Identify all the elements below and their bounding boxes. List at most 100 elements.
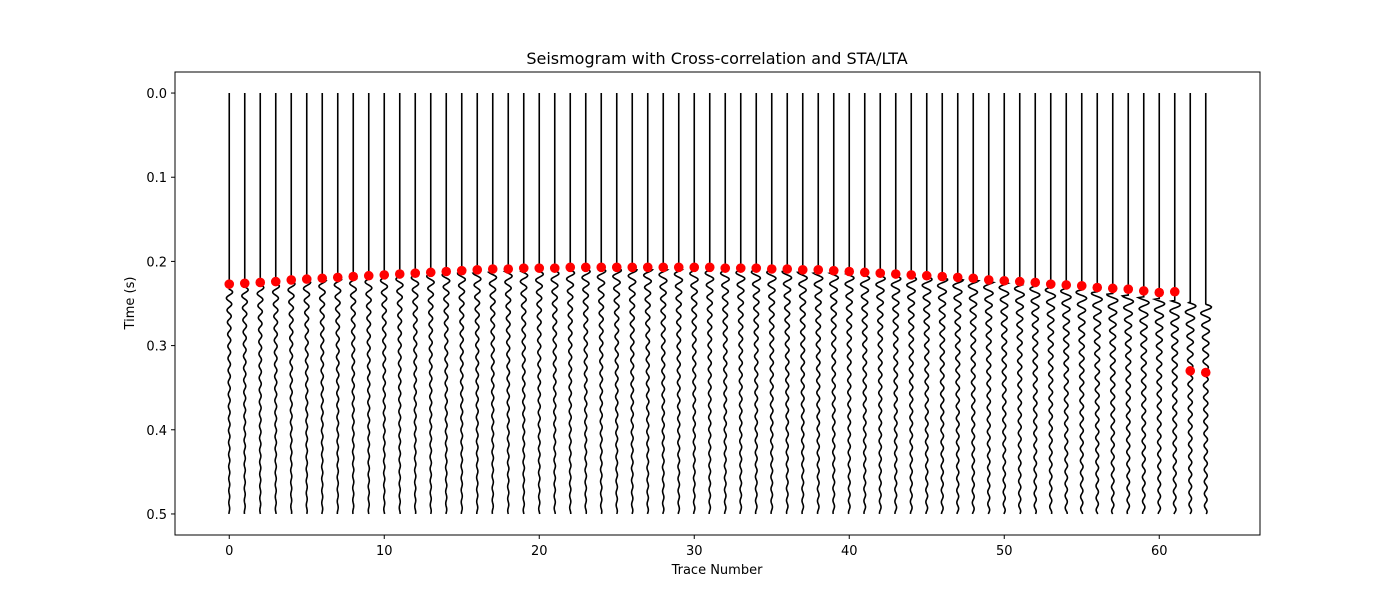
- pick-marker-39: [828, 265, 839, 276]
- pick-marker-10: [379, 270, 390, 280]
- trace-19: [519, 93, 529, 515]
- trace-61: [1168, 93, 1182, 515]
- x-tick-label: 30: [686, 544, 703, 559]
- pick-marker-21: [549, 263, 560, 273]
- y-tick-label: 0.5: [146, 508, 167, 523]
- pick-marker-22: [565, 262, 576, 273]
- trace-3: [271, 93, 281, 515]
- x-tick-label: 20: [531, 544, 548, 559]
- trace-26: [627, 93, 639, 515]
- y-tick-label: 0.1: [146, 171, 167, 186]
- pick-marker-41: [859, 267, 870, 278]
- pick-marker-36: [782, 264, 793, 274]
- pick-marker-47: [952, 272, 963, 283]
- x-tick-label: 0: [225, 544, 233, 559]
- pick-marker-57: [1107, 283, 1118, 294]
- trace-22: [565, 93, 576, 514]
- pick-marker-60: [1154, 287, 1165, 298]
- pick-marker-49: [983, 275, 994, 285]
- trace-group: [225, 93, 1213, 515]
- pick-marker-3: [270, 276, 281, 287]
- trace-33: [735, 93, 746, 514]
- trace-44: [905, 93, 918, 514]
- pick-marker-44: [906, 270, 917, 280]
- pick-marker-38: [813, 265, 824, 275]
- pick-marker-19: [518, 263, 529, 273]
- trace-60: [1151, 93, 1166, 515]
- trace-24: [596, 93, 607, 515]
- y-tick-label: 0.0: [146, 87, 167, 102]
- pick-marker-14: [441, 266, 452, 277]
- trace-25: [611, 93, 623, 515]
- trace-45: [921, 93, 933, 515]
- trace-4: [287, 93, 296, 515]
- trace-1: [240, 93, 250, 515]
- pick-marker-56: [1092, 282, 1103, 293]
- pick-marker-61: [1169, 286, 1180, 297]
- pick-marker-37: [797, 265, 808, 275]
- x-tick-label: 10: [376, 544, 393, 559]
- pick-marker-54: [1061, 280, 1072, 290]
- trace-12: [410, 93, 420, 515]
- pick-marker-13: [425, 267, 436, 278]
- trace-20: [534, 93, 545, 515]
- trace-51: [1013, 93, 1025, 515]
- trace-62: [1184, 93, 1197, 515]
- pick-marker-34: [751, 263, 762, 273]
- trace-2: [256, 93, 265, 515]
- trace-15: [456, 93, 467, 515]
- pick-marker-29: [673, 262, 684, 273]
- pick-marker-30: [689, 262, 700, 273]
- trace-39: [827, 93, 840, 515]
- x-axis-ticks: 0 10 20 30 40 50 60: [225, 535, 1168, 559]
- x-axis-label: Trace Number: [671, 563, 763, 578]
- pick-marker-1: [239, 278, 250, 289]
- trace-52: [1029, 93, 1041, 515]
- y-tick-label: 0.4: [146, 424, 167, 439]
- trace-36: [781, 93, 793, 515]
- pick-marker-20: [534, 263, 545, 273]
- trace-10: [379, 93, 389, 515]
- trace-18: [502, 93, 513, 515]
- y-tick-label: 0.2: [146, 255, 167, 270]
- x-tick-label: 50: [996, 544, 1013, 559]
- pick-marker-0: [224, 279, 235, 289]
- pick-marker-40: [844, 266, 855, 277]
- trace-27: [642, 93, 655, 515]
- pick-marker-16: [472, 265, 483, 275]
- y-tick-label: 0.3: [146, 340, 167, 355]
- trace-8: [348, 93, 358, 515]
- pick-marker-33: [735, 263, 746, 273]
- pick-marker-12: [410, 268, 421, 278]
- pick-marker-31: [704, 262, 715, 273]
- pick-marker-2: [255, 277, 266, 288]
- pick-marker-27: [642, 262, 653, 273]
- pick-marker-52: [1030, 277, 1041, 288]
- pick-marker-32: [720, 263, 731, 273]
- trace-0: [225, 93, 234, 515]
- trace-40: [843, 93, 855, 515]
- chart-title: Seismogram with Cross-correlation and ST…: [526, 49, 907, 68]
- trace-14: [441, 93, 451, 515]
- trace-6: [318, 93, 328, 515]
- pick-marker-28: [658, 262, 669, 273]
- trace-63: [1200, 93, 1213, 515]
- y-axis-ticks: 0.0 0.1 0.2 0.3 0.4 0.5: [146, 87, 175, 523]
- trace-58: [1120, 93, 1135, 515]
- trace-7: [333, 93, 344, 514]
- pick-marker-45: [921, 270, 932, 281]
- pick-marker-62: [1185, 366, 1196, 376]
- trace-11: [395, 93, 404, 514]
- trace-53: [1044, 93, 1057, 515]
- trace-5: [302, 93, 312, 515]
- trace-48: [967, 93, 981, 515]
- pick-marker-24: [596, 262, 607, 273]
- trace-31: [704, 93, 715, 514]
- trace-54: [1059, 93, 1072, 514]
- pick-marker-15: [456, 265, 467, 276]
- trace-41: [859, 93, 871, 515]
- pick-marker-43: [890, 269, 901, 279]
- trace-37: [796, 93, 809, 515]
- pick-marker-23: [580, 262, 591, 273]
